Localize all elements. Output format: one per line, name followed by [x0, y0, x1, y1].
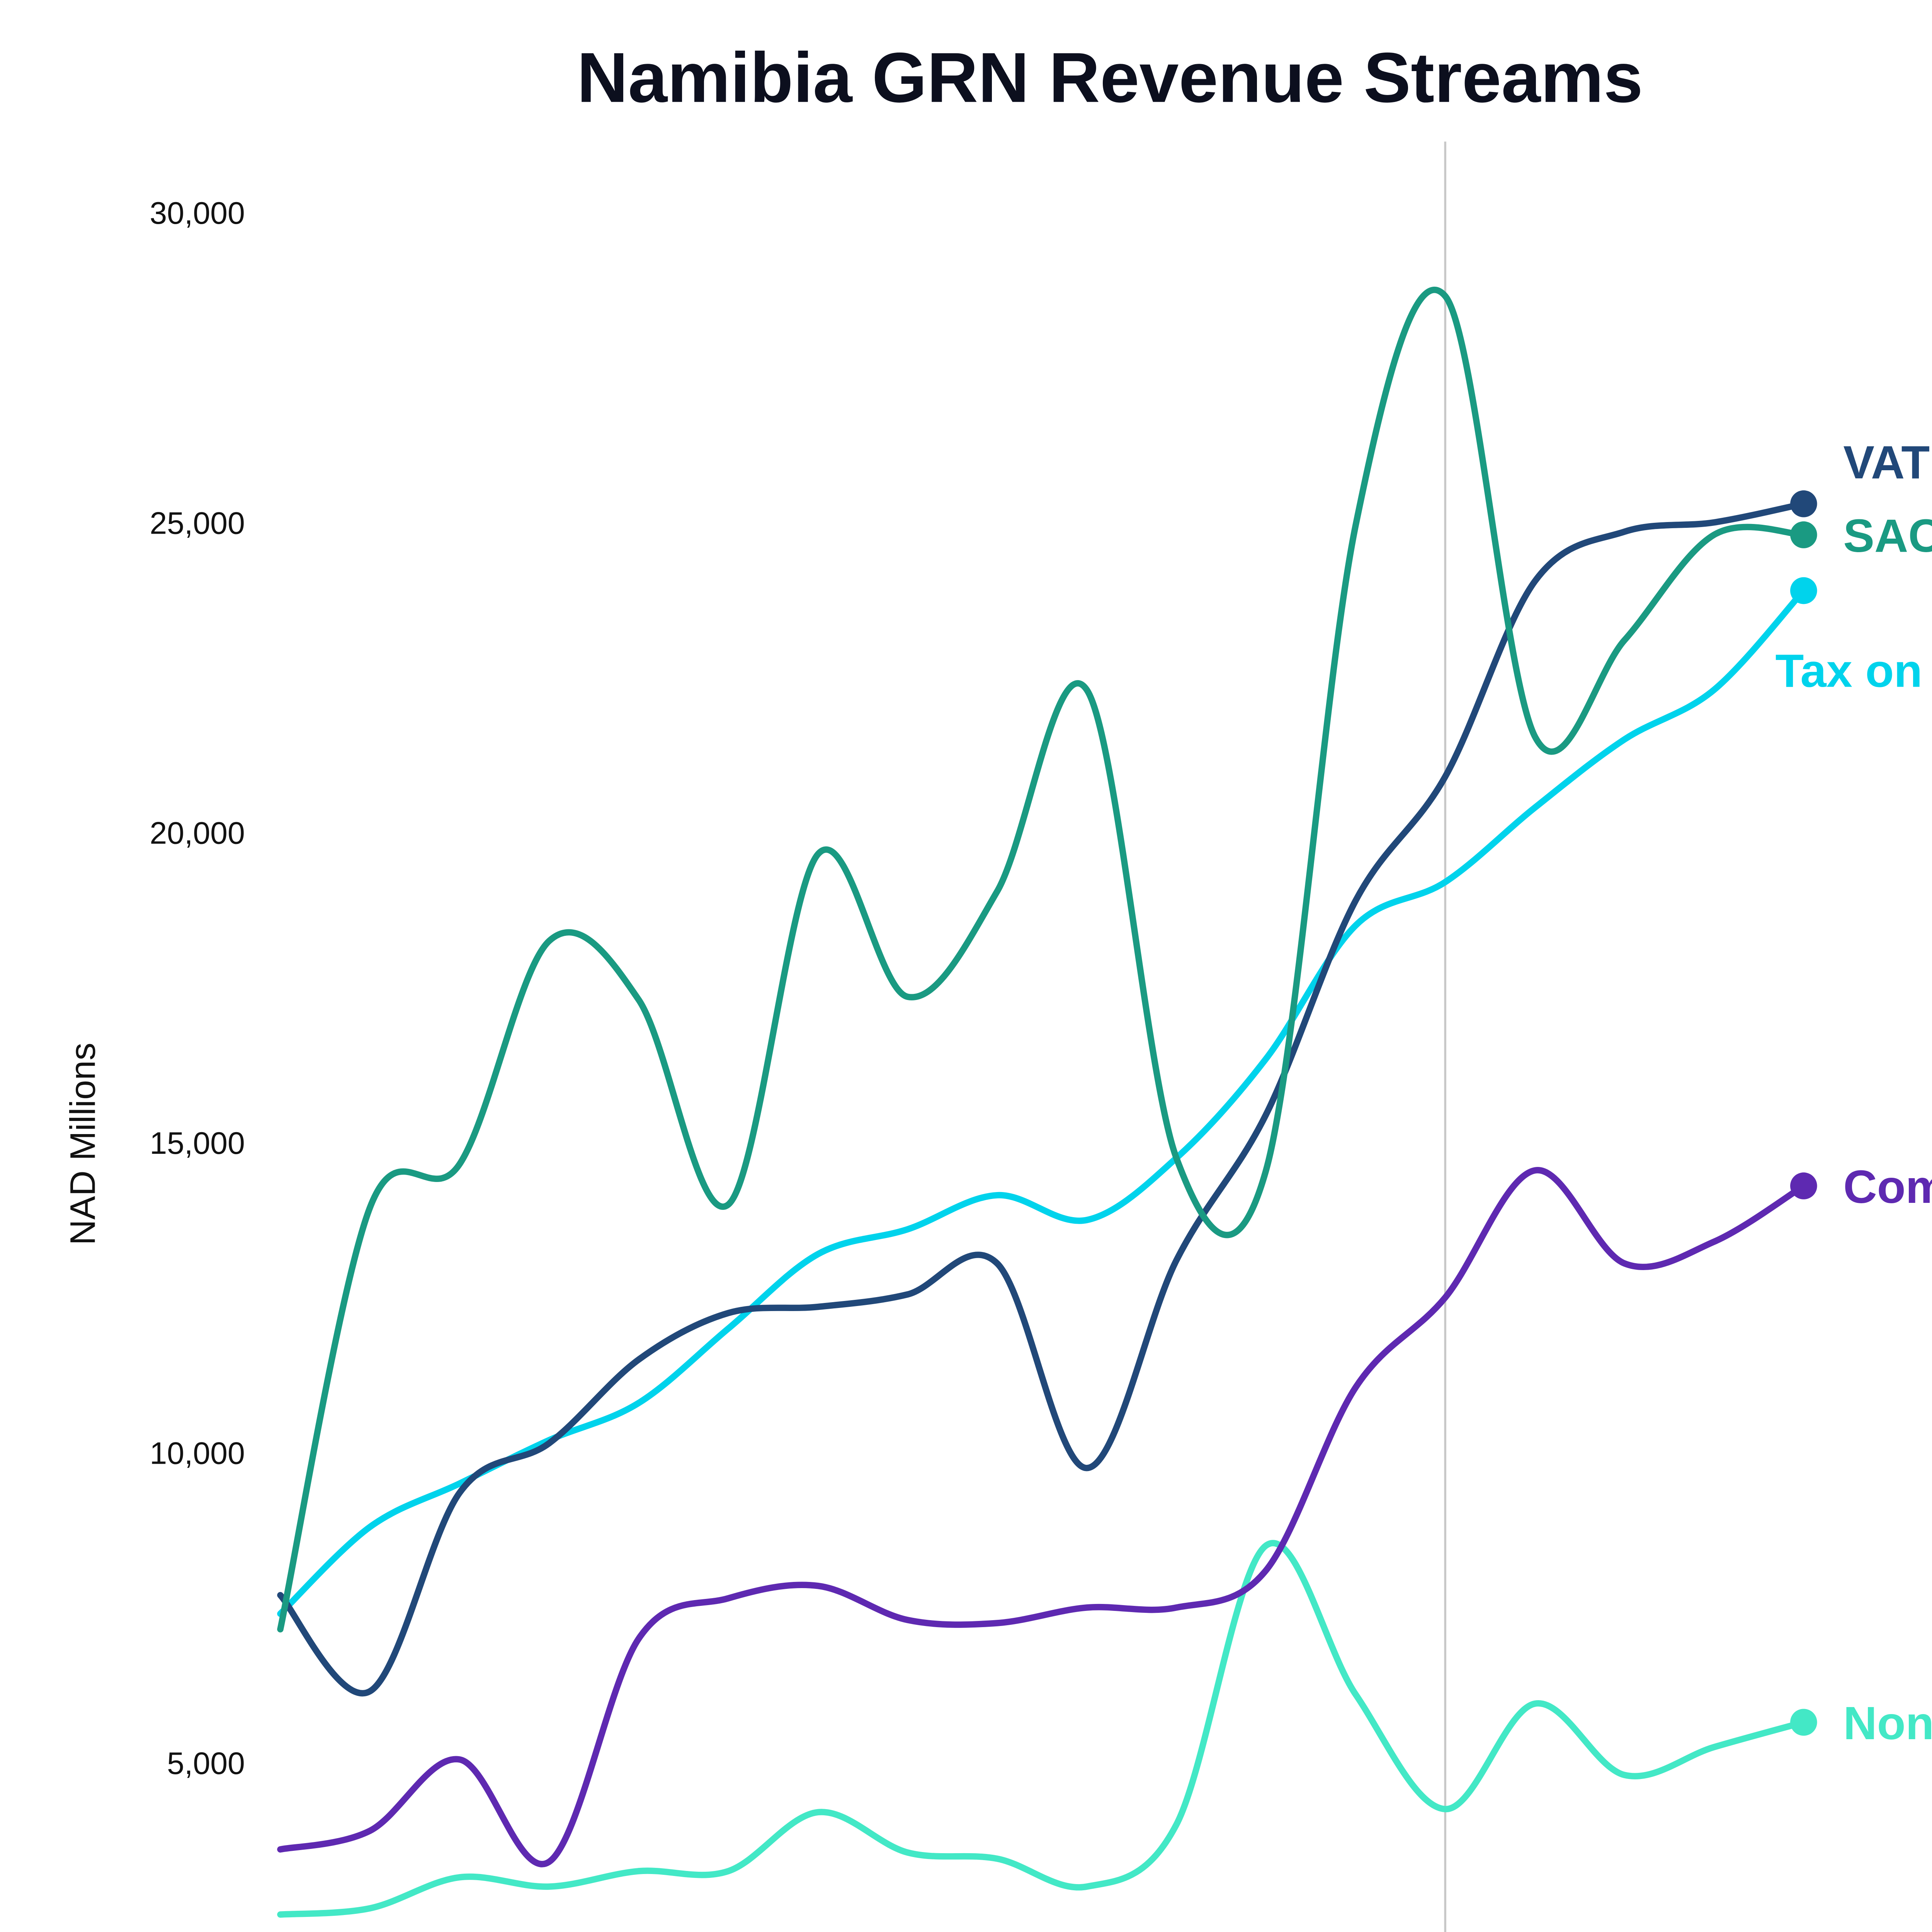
series-label-sacu: SACU — [1843, 510, 1932, 562]
y-tick-label: 30,000 — [150, 196, 245, 231]
series-label-tax-on-individuals: Tax on Individuals — [1776, 645, 1932, 697]
y-tick-label: 10,000 — [150, 1436, 245, 1471]
chart-title: Namibia GRN Revenue Streams — [577, 38, 1643, 117]
y-axis-label: NAD Millions — [63, 1043, 102, 1245]
line-tax-on-individuals — [277, 587, 1807, 1617]
line-company-tax — [277, 1167, 1807, 1867]
series-vat — [277, 490, 1817, 1697]
end-marker-company-tax — [1790, 1172, 1817, 1199]
y-tick-label: 5,000 — [167, 1746, 245, 1781]
series-label-vat: VAT — [1843, 436, 1930, 488]
y-tick-label: 15,000 — [150, 1126, 245, 1161]
end-marker-non-tax — [1790, 1709, 1817, 1736]
series-non-tax — [277, 1540, 1817, 1918]
line-sacu — [277, 287, 1807, 1633]
series-label-non-tax: Non-Tax — [1843, 1697, 1932, 1749]
end-marker-vat — [1790, 490, 1817, 517]
series-label-company-tax: Company Tax — [1843, 1161, 1932, 1213]
end-marker-tax-on-individuals — [1790, 577, 1817, 604]
series-tax-on-individuals — [277, 577, 1817, 1617]
series-lines — [277, 287, 1817, 1918]
series-sacu — [277, 287, 1817, 1633]
line-vat — [277, 500, 1807, 1697]
series-company-tax — [277, 1167, 1817, 1867]
y-tick-label: 20,000 — [150, 816, 245, 851]
series-labels: Non-Tax Company Tax Tax on Individuals VAT S… — [1776, 436, 1932, 1749]
line-non-tax — [277, 1540, 1807, 1918]
end-marker-sacu — [1790, 521, 1817, 548]
y-tick-label: 25,000 — [150, 506, 245, 541]
